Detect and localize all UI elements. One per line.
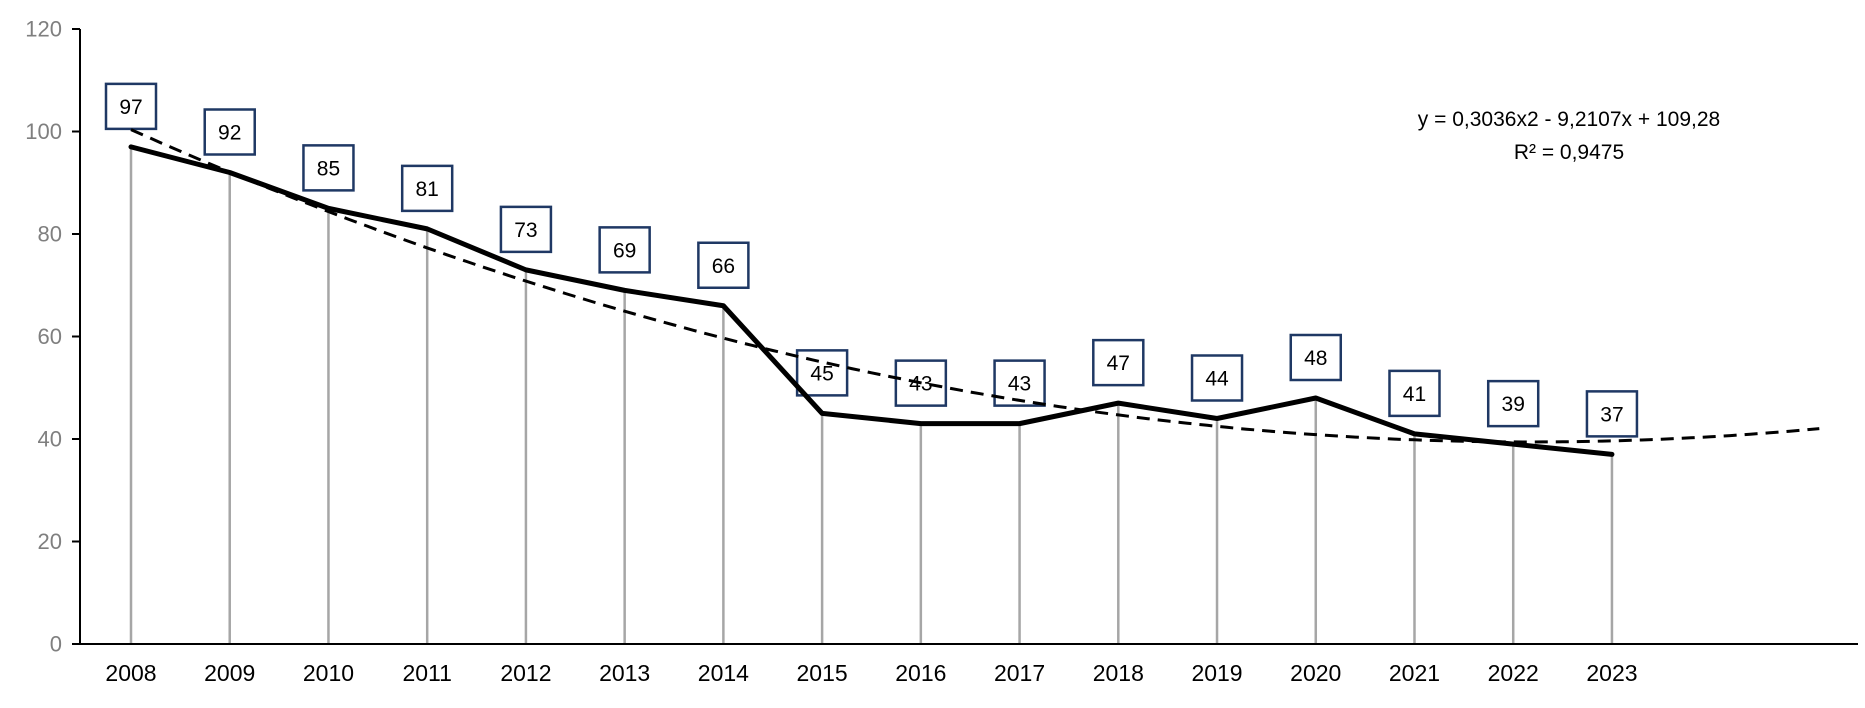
x-axis-tick-label: 2009 bbox=[204, 660, 255, 686]
x-axis-tick-label: 2015 bbox=[797, 660, 848, 686]
data-label-value: 39 bbox=[1502, 393, 1525, 416]
data-label-box bbox=[499, 205, 553, 254]
x-axis-tick-label: 2018 bbox=[1093, 660, 1144, 686]
data-label-box bbox=[1388, 369, 1441, 418]
x-axis-tick-label: 2022 bbox=[1488, 660, 1539, 686]
data-label-box bbox=[1289, 333, 1343, 382]
y-axis-tick-label: 100 bbox=[25, 119, 62, 144]
data-label-value: 45 bbox=[810, 362, 833, 385]
data-label-value: 92 bbox=[218, 122, 241, 145]
x-axis-tick-label: 2010 bbox=[303, 660, 354, 686]
data-label-value: 48 bbox=[1304, 347, 1327, 370]
y-axis-tick-label: 80 bbox=[38, 222, 62, 247]
data-label-box bbox=[598, 226, 651, 274]
data-label-value: 41 bbox=[1403, 383, 1426, 406]
data-label-box bbox=[1092, 338, 1145, 387]
y-axis-tick-label: 0 bbox=[50, 632, 62, 657]
trendline-equation-text: y = 0,3036x2 - 9,2107x + 109,28 bbox=[1417, 108, 1721, 131]
data-label-box bbox=[1190, 354, 1244, 402]
trendline-r-squared-text: R² = 0,9475 bbox=[1513, 141, 1625, 164]
x-axis-tick-label: 2008 bbox=[105, 660, 156, 686]
data-label-value: 47 bbox=[1107, 352, 1130, 375]
x-axis-tick-label: 2020 bbox=[1290, 660, 1341, 686]
data-label-box bbox=[795, 349, 849, 397]
data-label-value: 97 bbox=[119, 96, 142, 119]
x-axis-tick-label: 2012 bbox=[500, 660, 551, 686]
x-axis-tick-label: 2014 bbox=[698, 660, 749, 686]
x-axis-tick-label: 2023 bbox=[1586, 660, 1637, 686]
data-label-value: 81 bbox=[416, 178, 439, 201]
data-label-value: 44 bbox=[1205, 368, 1229, 391]
data-label-value: 37 bbox=[1600, 403, 1623, 426]
trendline-equation: y = 0,3036x2 - 9,2107x + 109,28 R² = 0,9… bbox=[1379, 103, 1759, 169]
data-label-value: 69 bbox=[613, 239, 636, 262]
data-label-value: 85 bbox=[317, 157, 340, 180]
data-label-box bbox=[203, 108, 256, 156]
y-axis-tick-label: 20 bbox=[38, 529, 62, 554]
data-label-box bbox=[697, 241, 750, 289]
x-axis-tick-label: 2016 bbox=[895, 660, 946, 686]
trendline-dashed bbox=[130, 128, 1820, 444]
data-label-value: 73 bbox=[514, 219, 537, 242]
data-label-value: 43 bbox=[1008, 373, 1031, 396]
data-label-box bbox=[1486, 379, 1540, 428]
data-label-box bbox=[993, 359, 1046, 407]
x-axis-tick-label: 2011 bbox=[402, 660, 451, 686]
data-label-box bbox=[302, 144, 355, 192]
x-axis-tick-label: 2019 bbox=[1191, 660, 1242, 686]
x-axis-tick-label: 2021 bbox=[1389, 660, 1440, 686]
data-label-value: 66 bbox=[712, 255, 735, 278]
data-label-box bbox=[104, 82, 158, 131]
data-label-box bbox=[1585, 390, 1639, 438]
series-line bbox=[128, 144, 1615, 457]
data-label-box bbox=[400, 164, 454, 213]
x-axis-tick-label: 2017 bbox=[994, 660, 1045, 686]
y-axis-tick-label: 60 bbox=[38, 324, 62, 349]
y-axis-tick-label: 120 bbox=[25, 17, 62, 42]
y-axis-tick-label: 40 bbox=[38, 427, 62, 452]
x-axis-tick-label: 2013 bbox=[599, 660, 650, 686]
